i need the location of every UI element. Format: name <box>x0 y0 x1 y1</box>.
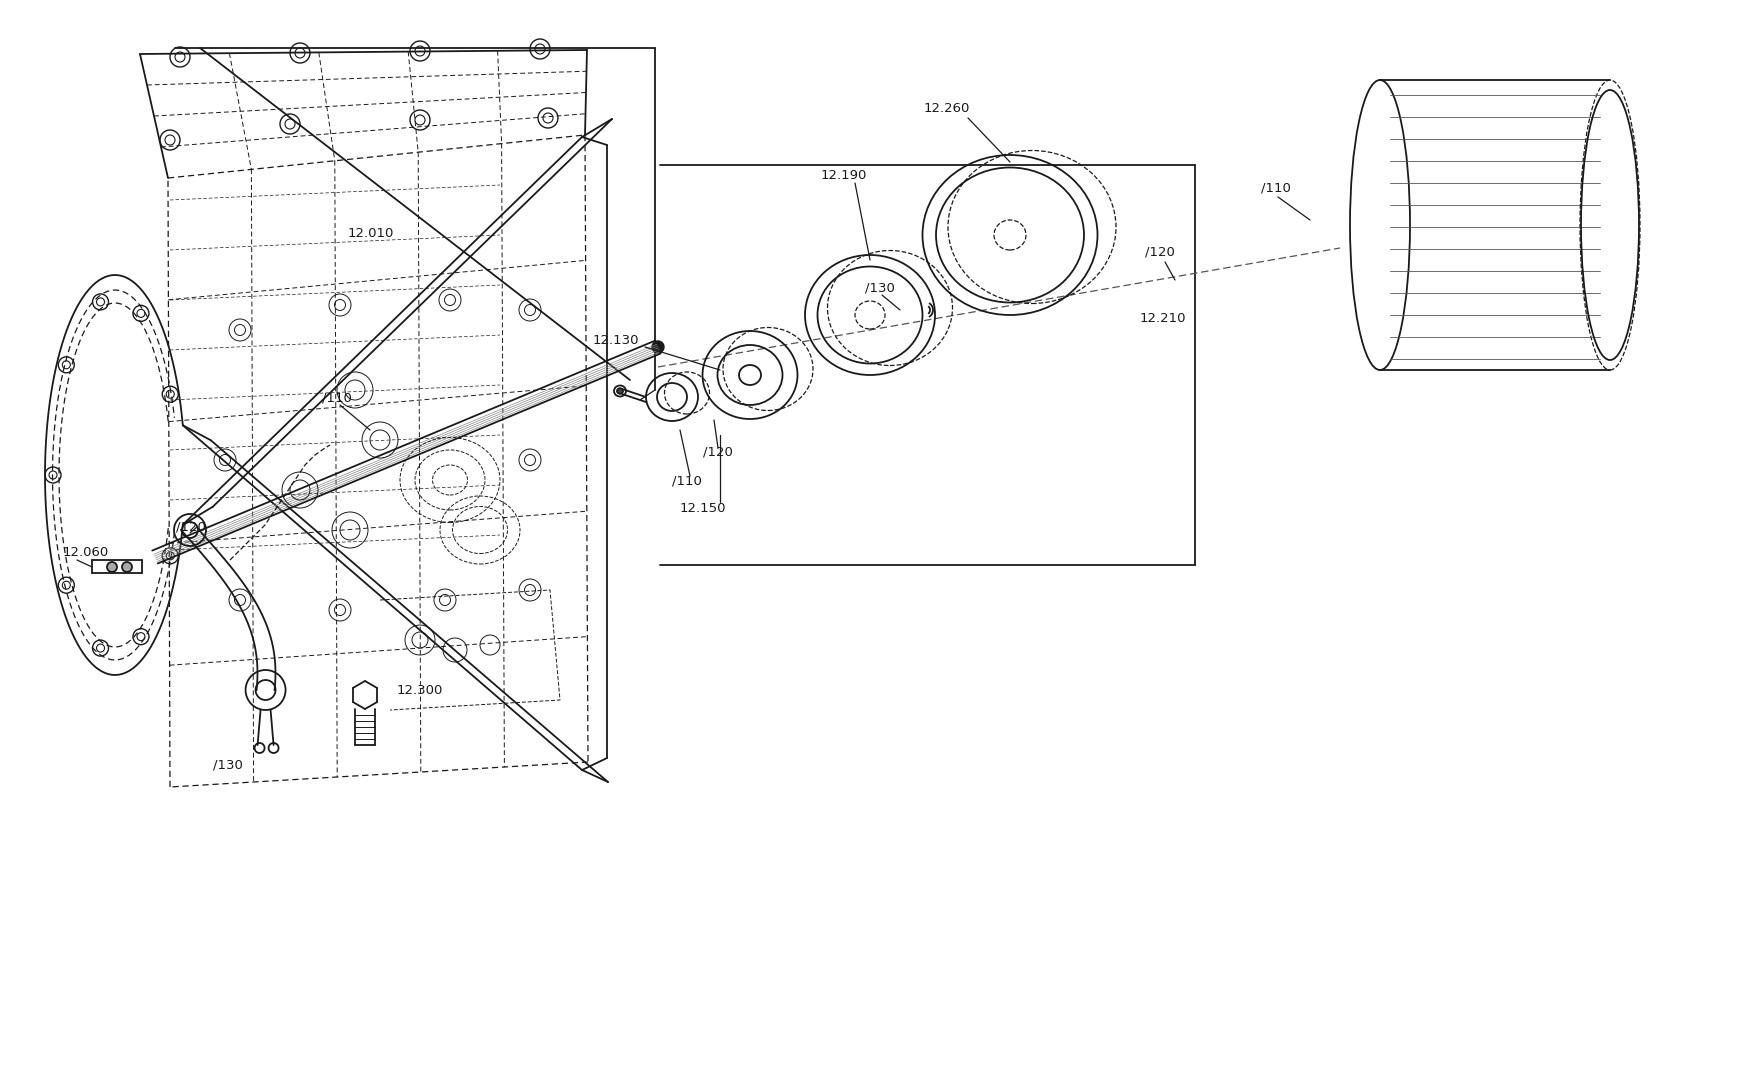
Text: 12.010: 12.010 <box>348 227 395 240</box>
Text: /130: /130 <box>212 759 243 771</box>
Text: /110: /110 <box>322 392 351 404</box>
Text: /120: /120 <box>1144 245 1174 259</box>
Circle shape <box>106 562 117 572</box>
Text: 12.190: 12.190 <box>821 168 866 182</box>
Polygon shape <box>652 341 664 353</box>
Ellipse shape <box>617 388 623 394</box>
Text: /110: /110 <box>1261 182 1290 195</box>
Text: 12.060: 12.060 <box>63 547 110 560</box>
Text: 12.300: 12.300 <box>396 684 443 697</box>
Text: /120: /120 <box>176 520 205 534</box>
Text: /120: /120 <box>703 445 732 459</box>
Text: 12.210: 12.210 <box>1139 311 1186 324</box>
Circle shape <box>122 562 132 572</box>
Text: 12.130: 12.130 <box>593 334 640 347</box>
Text: /110: /110 <box>671 474 701 488</box>
Text: 12.150: 12.150 <box>680 502 727 515</box>
Text: /130: /130 <box>864 281 894 294</box>
Text: 12.260: 12.260 <box>923 102 970 114</box>
